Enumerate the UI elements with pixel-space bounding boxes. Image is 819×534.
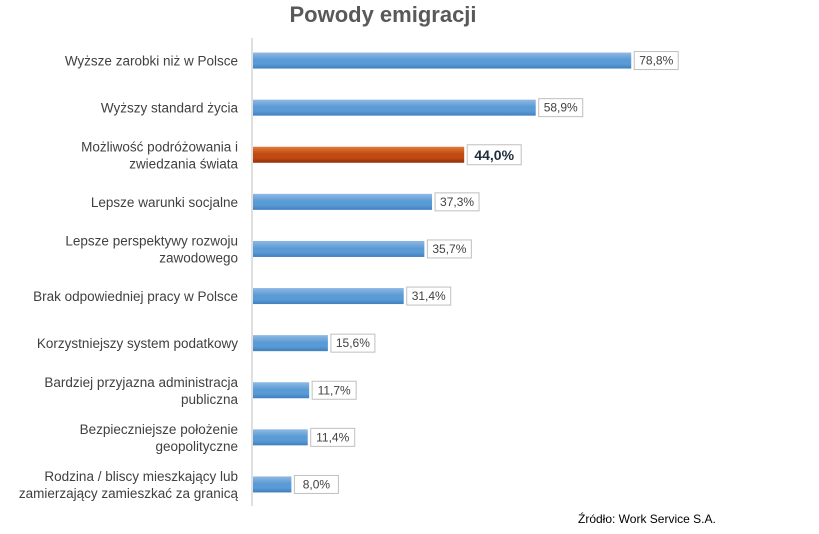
chart-title: Powody emigracji bbox=[289, 2, 477, 27]
category-label-5: Lepsze perspektywy rozwoju zawodowego bbox=[65, 233, 238, 265]
category-label-4: Lepsze warunki socjalne bbox=[91, 195, 238, 210]
category-label-3: Możliwość podróżowania i zwiedzania świat… bbox=[81, 139, 238, 171]
bar-4 bbox=[253, 193, 433, 210]
data-label-1: 78,8% bbox=[639, 54, 673, 68]
bar-9 bbox=[253, 429, 308, 446]
category-label-10: Rodzina / bliscy mieszkający lub zamierza… bbox=[19, 469, 239, 501]
data-label-9: 11,4% bbox=[316, 430, 349, 444]
data-label-box-4 bbox=[434, 192, 480, 212]
bar-7 bbox=[253, 335, 328, 352]
data-label-8: 11,7% bbox=[318, 383, 351, 397]
data-label-6: 31,4% bbox=[412, 289, 446, 303]
data-label-3: 44,0% bbox=[474, 147, 514, 163]
bar-3 bbox=[253, 146, 465, 163]
data-label-box-8 bbox=[311, 380, 357, 400]
data-label-5: 35,7% bbox=[432, 242, 466, 256]
data-label-box-3 bbox=[466, 144, 522, 166]
data-label-7: 15,6% bbox=[336, 336, 370, 350]
bar-5 bbox=[253, 240, 425, 257]
data-label-box-2 bbox=[538, 98, 584, 118]
data-label-box-10 bbox=[293, 474, 339, 494]
data-label-box-7 bbox=[330, 333, 376, 353]
category-label-9: Bezpieczniejsze położenie geopolityczne bbox=[80, 422, 238, 454]
category-label-7: Korzystniejszy system podatkowy bbox=[37, 336, 238, 351]
bar-6 bbox=[253, 288, 404, 305]
category-label-8: Bardziej przyjazna administracja publiczn… bbox=[44, 375, 238, 407]
data-label-box-6 bbox=[406, 286, 452, 306]
data-label-10: 8,0% bbox=[303, 477, 331, 491]
data-label-box-5 bbox=[426, 239, 472, 259]
bar-8 bbox=[253, 382, 310, 399]
category-label-2: Wyższy standard życia bbox=[101, 101, 239, 116]
data-label-2: 58,9% bbox=[544, 101, 578, 115]
data-label-box-1 bbox=[633, 51, 679, 71]
bar-1 bbox=[253, 52, 632, 69]
category-label-1: Wyższe zarobki niż w Polsce bbox=[65, 54, 238, 69]
data-label-4: 37,3% bbox=[440, 195, 474, 209]
source-note: Źródło: Work Service S.A. bbox=[578, 512, 716, 526]
data-label-box-9 bbox=[310, 427, 356, 447]
bar-2 bbox=[253, 99, 536, 116]
category-label-6: Brak odpowiedniej pracy w Polsce bbox=[33, 289, 238, 304]
bar-10 bbox=[253, 476, 292, 493]
